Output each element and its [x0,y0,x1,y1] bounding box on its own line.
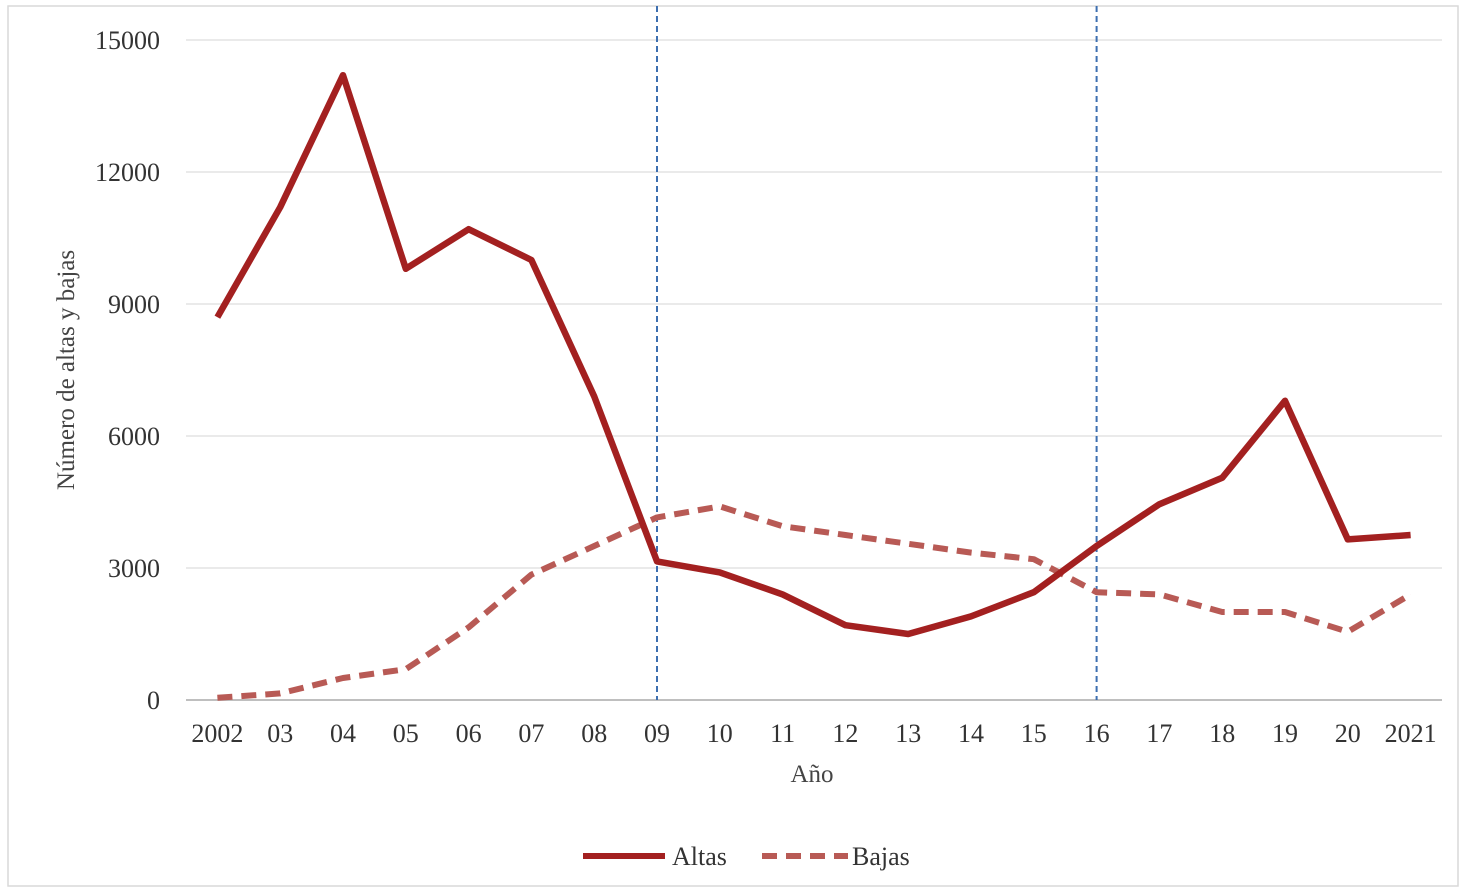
x-tick-label: 10 [707,719,733,748]
y-tick-label: 15000 [95,26,160,55]
x-tick-label: 19 [1272,719,1298,748]
gridlines [186,39,1442,701]
y-tick-label: 9000 [108,290,160,319]
y-tick-label: 12000 [95,158,160,187]
x-tick-label: 17 [1146,719,1172,748]
x-tick-label: 16 [1084,719,1110,748]
y-axis-ticks: 0 3000 6000 9000 12000 15000 [95,26,160,715]
x-tick-label: 2021 [1385,719,1437,748]
x-tick-label: 18 [1209,719,1235,748]
x-axis-ticks: 2002 03 04 05 06 07 08 09 10 11 12 13 14 15 16 17 18 19 20… [191,719,1436,748]
y-tick-label: 3000 [108,554,160,583]
y-tick-label: 6000 [108,422,160,451]
y-axis-title: Número de altas y bajas [53,250,80,490]
legend: Altas Bajas [583,842,910,871]
x-tick-label: 05 [393,719,419,748]
x-tick-label: 06 [456,719,482,748]
series-line-bajas [217,503,1413,701]
x-tick-label: 15 [1021,719,1047,748]
x-tick-label: 08 [581,719,607,748]
period-markers [656,6,1098,700]
x-tick-label: 03 [267,719,293,748]
x-tick-label: 11 [770,719,795,748]
series-lines [214,71,1413,701]
x-tick-label: 12 [832,719,858,748]
x-tick-label: 14 [958,719,984,748]
x-tick-label: 2002 [191,719,243,748]
legend-altas-label: Altas [672,842,727,871]
x-tick-label: 13 [895,719,921,748]
x-tick-label: 04 [330,719,356,748]
x-tick-label: 20 [1335,719,1361,748]
x-axis-title: Año [790,761,833,788]
chart-border [7,5,1459,887]
series-line-altas [214,71,1411,638]
x-tick-label: 09 [644,719,670,748]
y-tick-label: 0 [147,686,160,715]
legend-bajas-label: Bajas [852,842,910,871]
x-tick-label: 07 [518,719,544,748]
